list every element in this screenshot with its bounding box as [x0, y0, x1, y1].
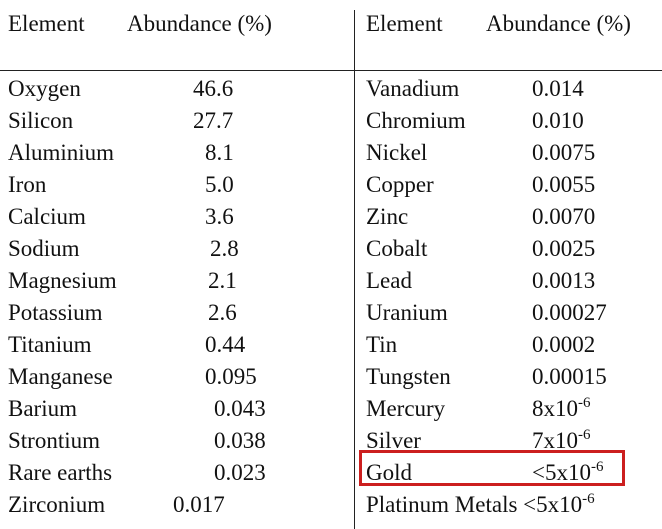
- right-element-cell: Cobalt: [366, 236, 428, 261]
- left-abundance-cell: 0.095: [205, 364, 257, 389]
- abundance-mantissa: 0.0013: [532, 268, 596, 293]
- right-abundance-cell: <5x10-6: [532, 459, 604, 485]
- right-abundance-cell: 0.0002: [532, 333, 595, 356]
- abundance-mantissa: 7x10: [532, 428, 578, 453]
- header-abundance-right: Abundance (%): [486, 11, 631, 36]
- right-abundance-cell: 0.00027: [532, 301, 607, 324]
- left-element-cell: Silicon: [8, 108, 74, 133]
- platinum-metals-exponent: -6: [582, 491, 595, 507]
- abundance-mantissa: 0.0002: [532, 332, 596, 357]
- left-element-cell: Rare earths: [8, 460, 113, 485]
- abundance-mantissa: 0.00015: [532, 364, 607, 389]
- left-element-cell: Iron: [8, 172, 47, 197]
- right-element-cell: Mercury: [366, 396, 446, 421]
- left-element-cell: Titanium: [8, 332, 92, 357]
- left-element-cell: Magnesium: [8, 268, 117, 293]
- header-element-left: Element: [8, 11, 85, 36]
- left-element-cell: Barium: [8, 396, 77, 421]
- right-abundance-cell: 8x10-6: [532, 395, 591, 421]
- left-element-cell: Oxygen: [8, 76, 81, 101]
- left-abundance-cell: 0.44: [205, 332, 246, 357]
- left-abundance-cell: 2.6: [208, 300, 237, 325]
- abundance-mantissa: 0.0025: [532, 236, 596, 261]
- left-abundance-cell: 0.038: [214, 428, 266, 453]
- left-element-cell: Potassium: [8, 300, 103, 325]
- left-abundance-cell: 2.1: [208, 268, 237, 293]
- right-element-cell: Vanadium: [366, 76, 460, 101]
- platinum-metals-text: Platinum Metals <5x10: [366, 492, 583, 517]
- abundance-mantissa: 0.0055: [532, 172, 596, 197]
- left-element-cell: Zirconium: [8, 492, 106, 517]
- right-element-cell: Copper: [366, 172, 434, 197]
- right-abundance-cell: 0.0075: [532, 141, 595, 164]
- left-abundance-cell: 46.6: [193, 76, 234, 101]
- left-abundance-cell: 5.0: [205, 172, 234, 197]
- left-abundance-cell: 0.043: [214, 396, 266, 421]
- right-element-cell: Tungsten: [366, 364, 451, 389]
- left-abundance-cell: 27.7: [193, 108, 234, 133]
- left-abundance-cell: 8.1: [205, 140, 234, 165]
- left-abundance-cell: 3.6: [205, 204, 234, 229]
- platinum-metals-row: Platinum Metals <5x10-6: [366, 491, 595, 517]
- right-abundance-cell: 0.0070: [532, 205, 595, 228]
- right-abundance-cell: 0.0013: [532, 269, 595, 292]
- abundance-mantissa: <5x10: [532, 460, 591, 485]
- abundance-mantissa: 0.0070: [532, 204, 596, 229]
- right-abundance-cell: 0.00015: [532, 365, 607, 388]
- abundance-mantissa: 0.00027: [532, 300, 607, 325]
- header-abundance-left: Abundance (%): [127, 11, 272, 36]
- abundance-exponent: -6: [578, 427, 591, 443]
- abundance-mantissa: 0.0075: [532, 140, 596, 165]
- left-element-cell: Strontium: [8, 428, 101, 453]
- header-element-right: Element: [366, 11, 443, 36]
- right-element-cell: Zinc: [366, 204, 409, 229]
- header-separator: [0, 70, 662, 71]
- right-element-cell: Uranium: [366, 300, 448, 325]
- left-abundance-cell: 0.017: [173, 492, 225, 517]
- left-element-cell: Calcium: [8, 204, 86, 229]
- abundance-mantissa: 0.010: [532, 108, 584, 133]
- abundance-mantissa: 0.014: [532, 76, 584, 101]
- right-element-cell: Lead: [366, 268, 412, 293]
- left-element-cell: Aluminium: [8, 140, 115, 165]
- right-element-cell: Gold: [366, 460, 412, 485]
- right-element-cell: Nickel: [366, 140, 428, 165]
- gold-highlight-box: [359, 450, 625, 486]
- right-abundance-cell: 0.010: [532, 109, 584, 132]
- column-separator: [354, 10, 355, 529]
- right-abundance-cell: 0.0025: [532, 237, 595, 260]
- left-element-cell: Manganese: [8, 364, 113, 389]
- abundance-exponent: -6: [590, 459, 604, 475]
- left-abundance-cell: 2.8: [210, 236, 239, 261]
- left-element-cell: Sodium: [8, 236, 80, 261]
- right-element-cell: Tin: [366, 332, 398, 357]
- left-abundance-cell: 0.023: [214, 460, 266, 485]
- abundance-exponent: -6: [578, 395, 591, 411]
- right-abundance-cell: 0.014: [532, 77, 584, 100]
- right-abundance-cell: 7x10-6: [532, 427, 591, 453]
- right-abundance-cell: 0.0055: [532, 173, 595, 196]
- right-element-cell: Silver: [366, 428, 421, 453]
- right-element-cell: Chromium: [366, 108, 466, 133]
- abundance-mantissa: 8x10: [532, 396, 578, 421]
